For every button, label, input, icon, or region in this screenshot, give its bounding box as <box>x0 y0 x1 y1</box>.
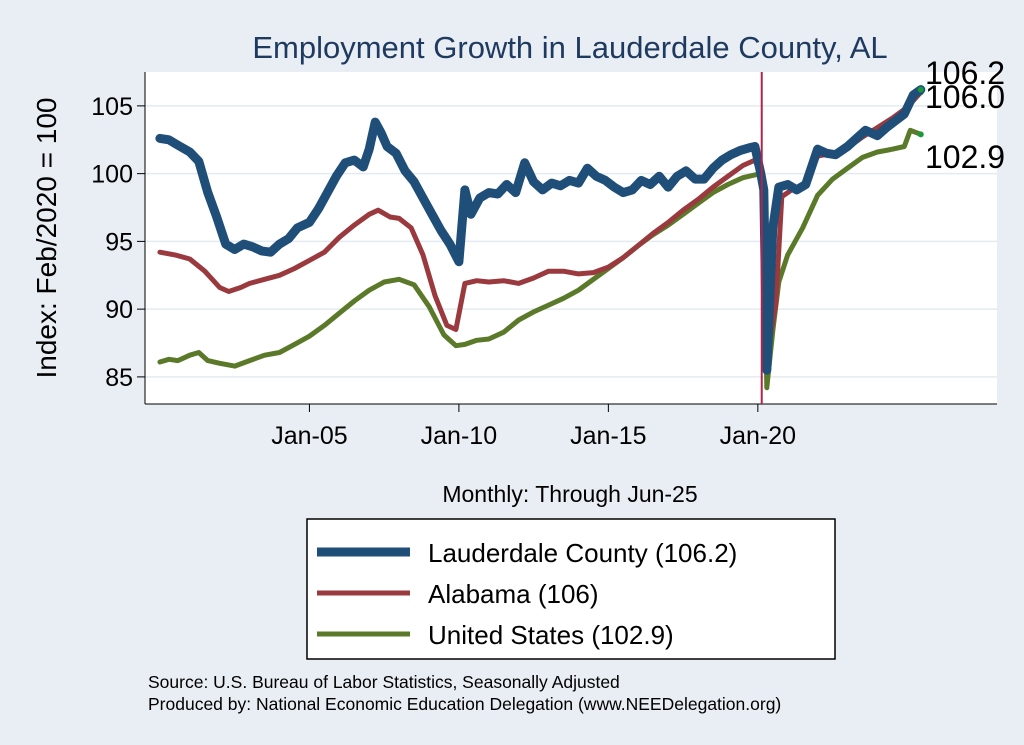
series-layer <box>155 85 926 391</box>
series-end-marker <box>917 131 924 138</box>
x-tick-label: Jan-10 <box>421 422 497 450</box>
x-axis-title: Monthly: Through Jun-25 <box>442 481 697 507</box>
series-line-united-states <box>157 127 924 391</box>
legend-label: Alabama (106) <box>428 579 599 609</box>
y-tick-label: 105 <box>91 93 133 121</box>
source-line-1: Source: U.S. Bureau of Labor Statistics,… <box>148 672 620 692</box>
series-line-alabama <box>157 89 924 361</box>
y-axis-title: Index: Feb/2020 = 100 <box>31 98 62 379</box>
chart-title: Employment Growth in Lauderdale County, … <box>252 30 887 65</box>
x-tick-label: Jan-15 <box>570 422 646 450</box>
x-tick-label: Jan-05 <box>271 422 347 450</box>
y-tick-label: 100 <box>91 161 133 189</box>
y-tick-label: 90 <box>105 296 133 324</box>
x-axis: Jan-05 Jan-10 Jan-15 Jan-20 <box>145 403 997 450</box>
end-label-united-states: 102.9 <box>925 139 1005 175</box>
y-axis: 85 90 95 100 105 <box>91 72 146 404</box>
legend-label: Lauderdale County (106.2) <box>428 538 737 568</box>
y-tick-label: 95 <box>105 228 133 256</box>
legend-label: United States (102.9) <box>428 620 674 650</box>
source-block: Source: U.S. Bureau of Labor Statistics,… <box>148 672 781 714</box>
end-label-lauderdale-county: 106.2 <box>925 55 1005 91</box>
series-end-marker <box>917 86 924 93</box>
x-tick-label: Jan-20 <box>720 422 796 450</box>
end-label-alabama: 106.0 <box>925 79 1005 115</box>
y-tick-label: 85 <box>105 364 133 392</box>
series-line-lauderdale-county <box>155 85 926 375</box>
source-line-2: Produced by: National Economic Education… <box>148 694 781 714</box>
legend: Lauderdale County (106.2) Alabama (106) Un… <box>306 518 836 660</box>
